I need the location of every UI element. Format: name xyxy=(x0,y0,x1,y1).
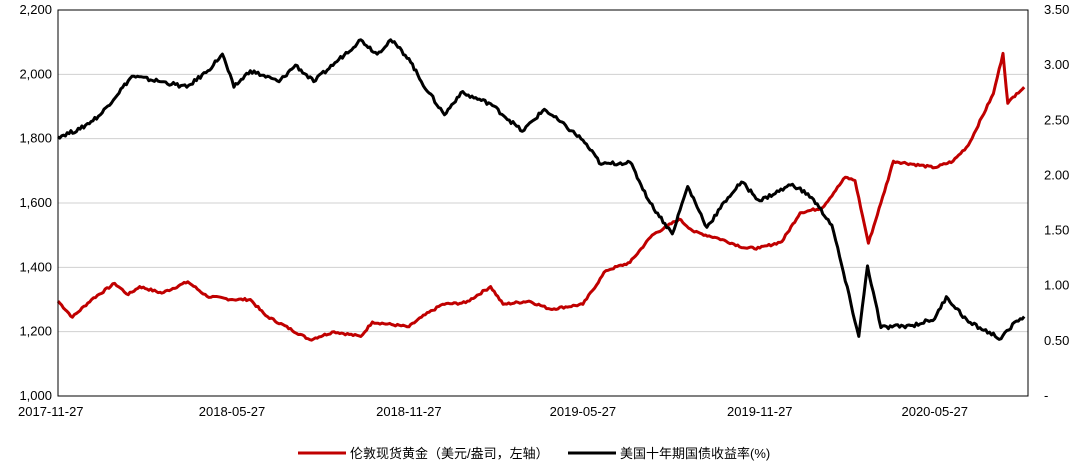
right-tick-label: 2.50 xyxy=(1044,112,1069,127)
right-tick-label: - xyxy=(1044,388,1048,403)
right-tick-label: 1.50 xyxy=(1044,223,1069,238)
series-line-treasury-yield xyxy=(57,38,1026,341)
right-tick-label: 2.00 xyxy=(1044,167,1069,182)
x-axis-ticks: 2017-11-27 2018-05-27 2018-11-27 2019-05-27… xyxy=(18,404,968,419)
left-axis-ticks: 1,000 1,200 1,400 1,600 1,800 2,000 2,200 xyxy=(19,2,52,403)
right-tick-label: 0.50 xyxy=(1044,333,1069,348)
x-tick-label: 2019-05-27 xyxy=(550,404,617,419)
left-tick-label: 1,200 xyxy=(19,324,52,339)
left-tick-label: 1,000 xyxy=(19,388,52,403)
legend-label: 美国十年期国债收益率(%) xyxy=(620,446,770,461)
x-tick-label: 2019-11-27 xyxy=(727,404,793,419)
legend: 伦敦现货黄金（美元/盎司，左轴） 美国十年期国债收益率(%) xyxy=(298,446,770,461)
left-tick-label: 1,800 xyxy=(19,131,52,146)
right-axis-ticks: - 0.50 1.00 1.50 2.00 2.50 3.00 3.50 xyxy=(1044,2,1069,403)
left-tick-label: 1,400 xyxy=(19,259,52,274)
series-line-gold xyxy=(56,51,1026,342)
x-tick-label: 2020-05-27 xyxy=(901,404,968,419)
series-lines xyxy=(56,38,1026,342)
right-tick-label: 1.00 xyxy=(1044,278,1069,293)
right-tick-label: 3.50 xyxy=(1044,2,1069,17)
x-tick-label: 2017-11-27 xyxy=(18,404,84,419)
left-tick-label: 2,200 xyxy=(19,2,52,17)
left-tick-label: 1,600 xyxy=(19,195,52,210)
x-tick-label: 2018-05-27 xyxy=(199,404,266,419)
right-tick-label: 3.00 xyxy=(1044,57,1069,72)
plot-area-border xyxy=(57,9,1029,397)
x-tick-label: 2018-11-27 xyxy=(376,404,442,419)
left-tick-label: 2,000 xyxy=(19,66,52,81)
legend-label: 伦敦现货黄金（美元/盎司，左轴） xyxy=(350,446,549,461)
